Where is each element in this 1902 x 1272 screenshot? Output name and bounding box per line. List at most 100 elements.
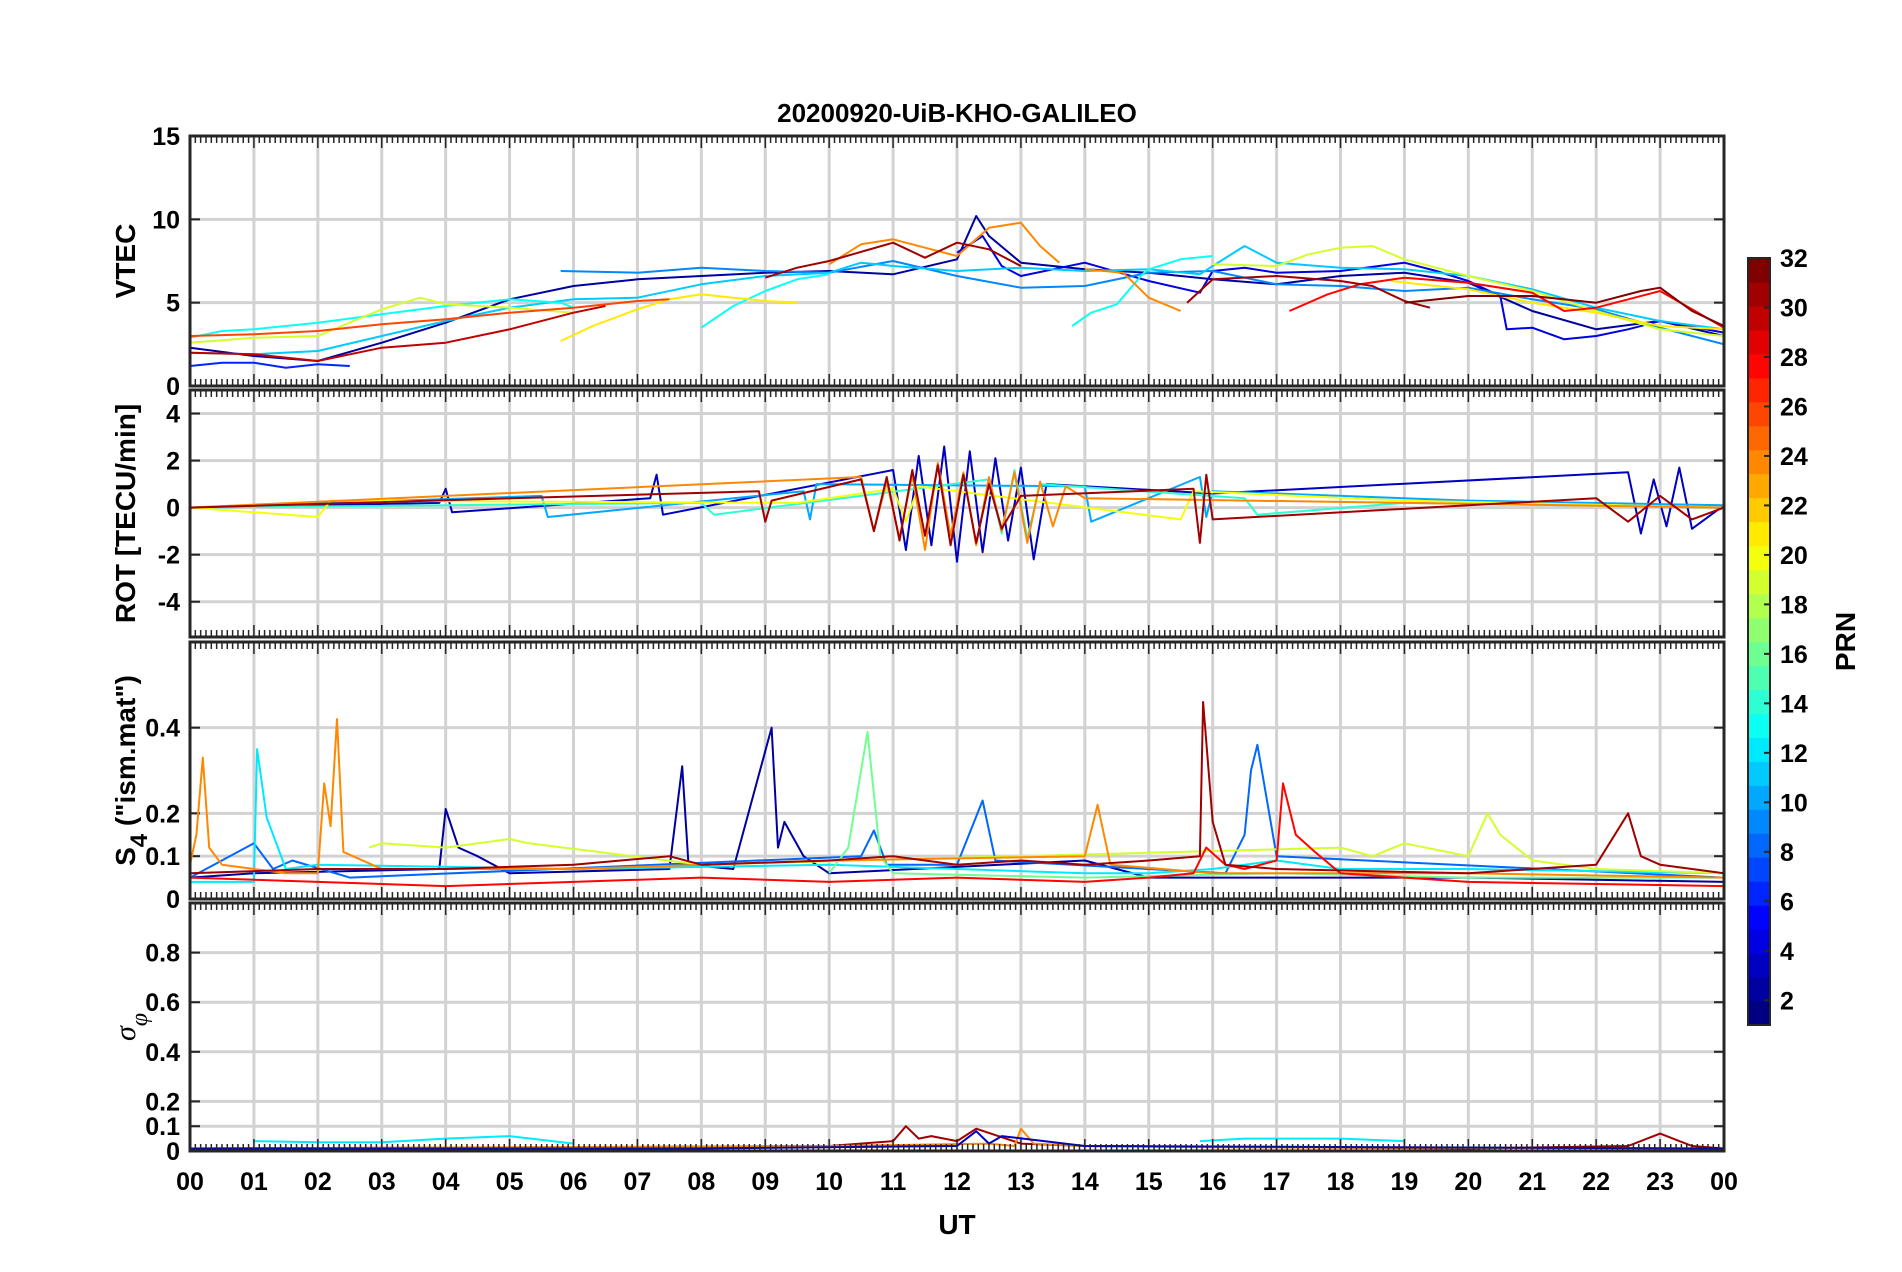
colorbar-segment [1748,689,1770,714]
colorbar-segment [1748,857,1770,882]
y-tick-label: 0.4 [145,1039,180,1067]
series-line-prn-31 [765,241,1022,279]
x-tick-label: 11 [880,1168,907,1196]
x-tick-label: 18 [1327,1168,1355,1196]
y-label-main: S [110,847,141,866]
y-label-sub: 4 [126,833,153,847]
series-line-prn-21 [1391,280,1724,331]
panel-frame [188,388,1726,639]
series-group [190,215,1724,369]
series-line-prn-11 [190,245,1724,356]
colorbar-tick-label: 2 [1780,987,1794,1015]
y-label-rest: ("ism.mat") [110,675,141,834]
colorbar-segment [1748,401,1770,427]
x-axis: 00 01 02 03 04 05 06 07 08 09 10 11 12 13 14 15 16 17 18 19… [176,1168,1738,1196]
chart-title: 20200920-UiB-KHO-GALILEO [777,98,1137,128]
colorbar-segment [1748,329,1770,355]
y-tick-label: -4 [158,589,180,617]
x-tick-label: 00 [176,1168,204,1196]
colorbar-tick-label: 24 [1780,443,1808,471]
colorbar-tick-label: 10 [1780,789,1808,817]
series-line-prn-30 [190,305,606,362]
series-line-prn-12 [1199,1137,1405,1143]
colorbar-label: PRN [1830,612,1861,671]
y-tick-label: 0.2 [145,800,180,828]
colorbar-segment [1748,809,1770,834]
y-tick-label: 0 [166,373,180,401]
panel-frame [188,134,1726,388]
colorbar-segment [1748,929,1770,954]
series-line-prn-31 [190,1125,1724,1150]
series-line-prn-6 [190,361,350,369]
x-tick-label: 19 [1391,1168,1419,1196]
series-line-prn-12 [253,1135,574,1145]
series-line-prn-13 [1071,255,1213,327]
y-label-sub: φ [127,1013,153,1026]
x-tick-label: 00 [1710,1168,1738,1196]
colorbar-segment [1748,258,1770,283]
series-line-prn-12 [190,748,1724,883]
colorbar-segment [1748,449,1770,475]
colorbar-segment [1748,593,1770,619]
x-tick-label: 23 [1646,1168,1674,1196]
colorbar-segment [1748,977,1770,1002]
y-tick-label: 4 [166,401,180,429]
colorbar-segment [1748,473,1770,499]
colorbar-segment [1748,953,1770,978]
x-tick-label: 01 [240,1168,268,1196]
y-tick-label: 10 [152,206,180,234]
panel-frame [188,901,1726,1153]
y-axis-label-s4: S4 ("ism.mat") [110,675,153,866]
series-line-prn-9 [560,260,1724,346]
x-tick-label: 14 [1071,1168,1099,1196]
y-tick-label: 0.1 [145,843,180,871]
y-tick-label: 0 [166,495,180,523]
series-line-prn-26 [190,298,670,337]
x-tick-label: 08 [687,1168,715,1196]
series-line-prn-32 [1404,286,1724,327]
series-line-prn-19 [190,296,574,344]
x-tick-label: 16 [1199,1168,1227,1196]
y-axis-label-sigphi: σφ [109,1013,153,1041]
colorbar-tick-label: 8 [1780,839,1794,867]
x-tick-label: 07 [624,1168,652,1196]
colorbar-segment [1748,785,1770,810]
x-tick-label: 09 [751,1168,779,1196]
colorbar-segment [1748,497,1770,523]
colorbar-tick-label: 20 [1780,542,1808,570]
y-tick-label: 0 [166,886,180,914]
colorbar-tick-label: 30 [1780,294,1808,322]
series-line-prn-19 [368,812,1724,875]
colorbar-segment [1748,305,1770,331]
x-tick-label: 06 [560,1168,588,1196]
y-tick-label: 0.4 [145,715,180,743]
colorbar-segment [1748,617,1770,642]
colorbar-segment [1748,377,1770,403]
y-tick-label: 0.6 [145,989,180,1017]
colorbar-segment [1748,881,1770,906]
x-tick-label: 12 [943,1168,971,1196]
colorbar-tick-label: 6 [1780,888,1794,916]
colorbar-segment [1748,713,1770,738]
y-tick-label: 0.2 [145,1088,180,1116]
series-line-prn-28 [1289,276,1724,329]
colorbar-tick-label: 32 [1780,245,1808,273]
colorbar-tick-label: 14 [1780,690,1808,718]
colorbar-segment [1748,641,1770,666]
y-axis-label-vtec: VTEC [110,224,141,299]
panel-s4: 00.10.20.4S4 ("ism.mat") [110,640,1726,914]
colorbar-segment [1748,737,1770,762]
x-tick-label: 03 [368,1168,396,1196]
colorbar-tick-label: 28 [1780,344,1808,372]
series-line-prn-24 [190,718,1724,879]
x-tick-label: 21 [1518,1168,1546,1196]
series-line-prn-20 [190,485,1724,523]
series-line-prn-13 [700,273,830,329]
colorbar-tick-label: 4 [1780,938,1794,966]
x-tick-label: 10 [815,1168,843,1196]
x-axis-label: UT [938,1209,975,1240]
y-label-main: σ [109,1025,142,1041]
panel-frame [188,640,1726,901]
series-line-prn-24 [1084,268,1182,312]
